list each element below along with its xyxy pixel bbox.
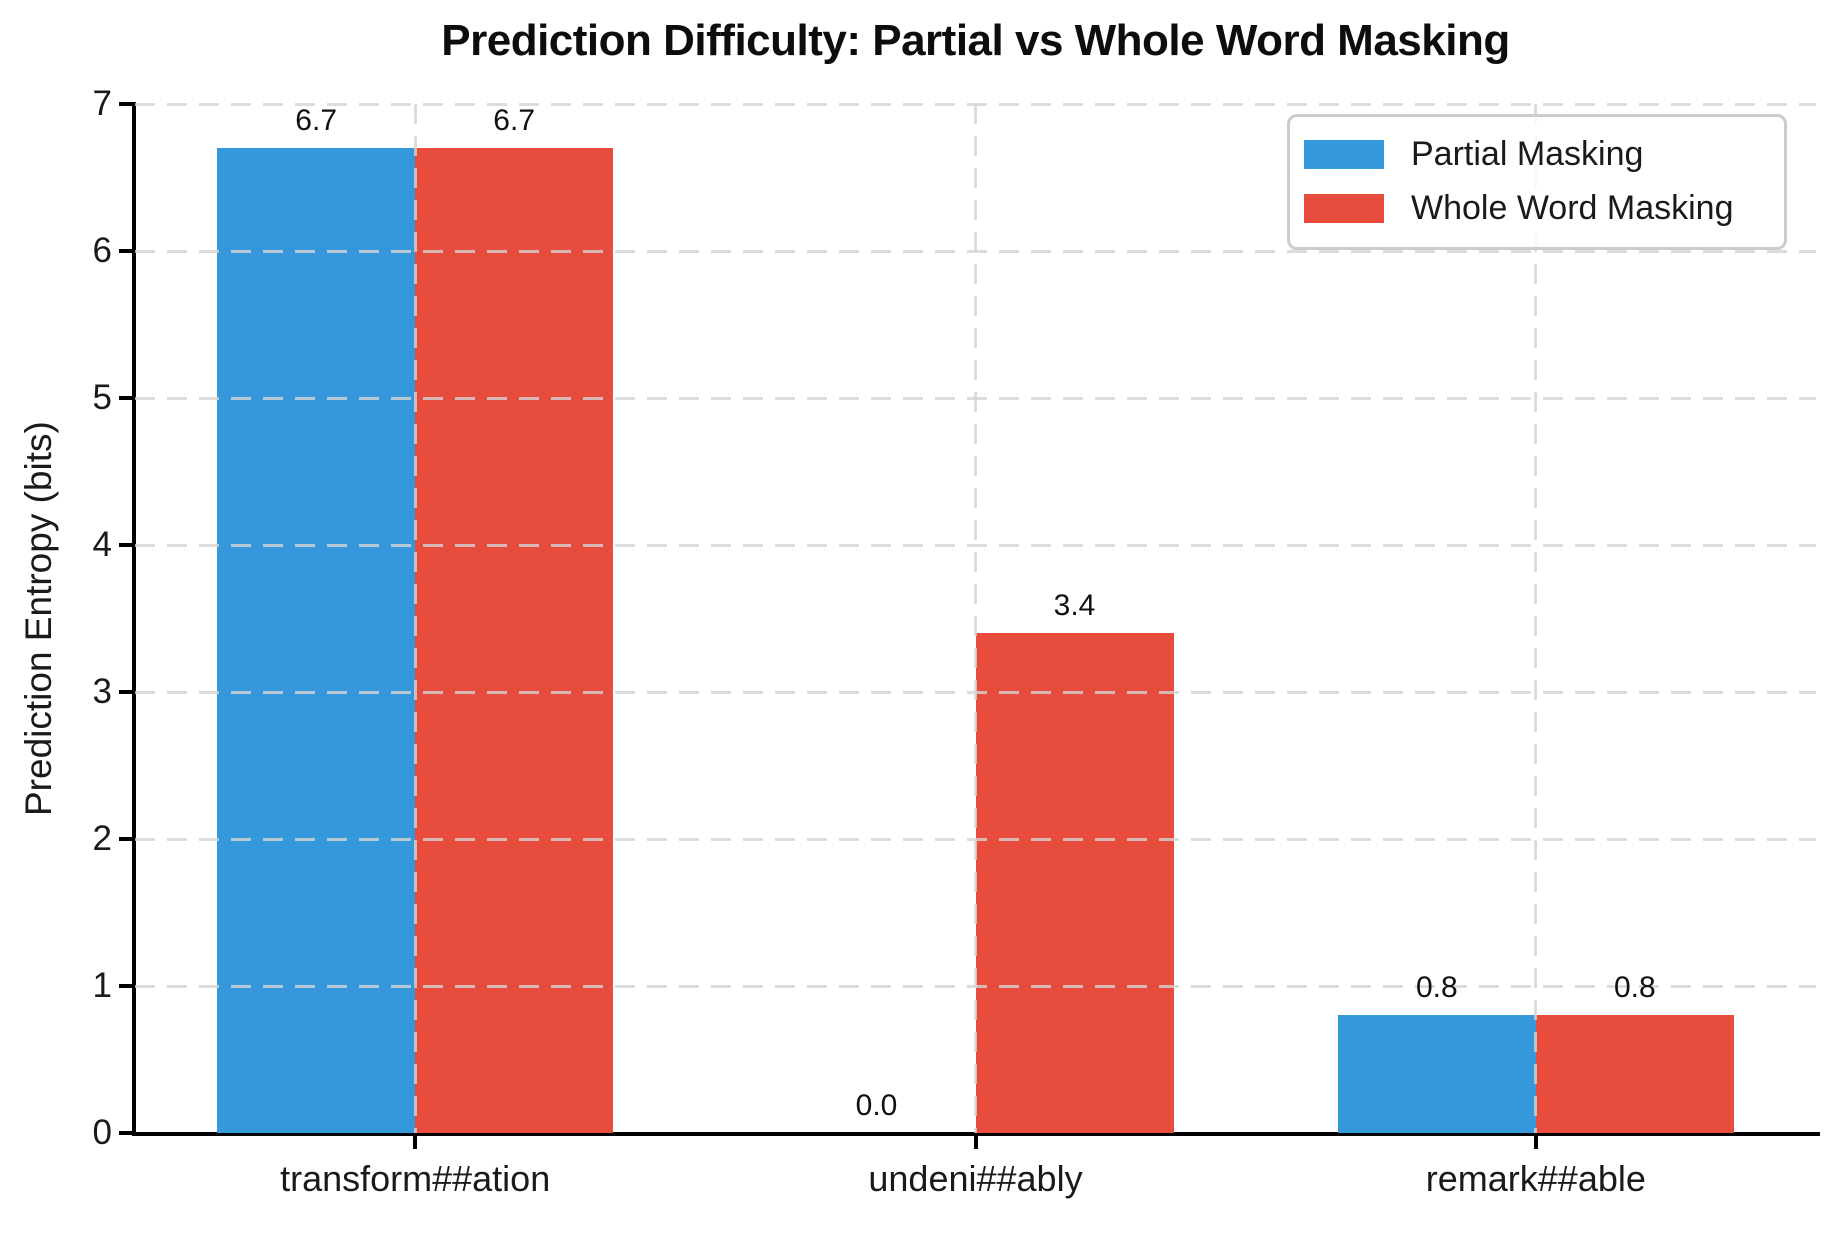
plot-area: 6.7 0.0 0.8 6.7 3.4 0.8 bbox=[135, 102, 1816, 1133]
y-tick-label-1: 1 bbox=[92, 966, 112, 1005]
legend-label-whole-word-masking: Whole Word Masking bbox=[1411, 188, 1734, 227]
value-label-partial-masking-undeni-ably: 0.0 bbox=[855, 1089, 898, 1122]
y-tick-mark-1 bbox=[119, 984, 135, 988]
value-label-partial-masking-transform-ation: 6.7 bbox=[295, 104, 338, 138]
y-tick-label-6: 6 bbox=[92, 231, 112, 270]
value-label-whole-word-masking-undeni-ably: 3.4 bbox=[1053, 589, 1096, 623]
legend-swatch-whole-word-masking-icon bbox=[1304, 193, 1384, 223]
y-tick-mark-2 bbox=[119, 837, 135, 841]
x-tick-label-remark-able: remark##able bbox=[1425, 1158, 1646, 1199]
value-label-whole-word-masking-remark-able: 0.8 bbox=[1613, 971, 1656, 1005]
value-label-partial-masking-remark-able: 0.8 bbox=[1415, 971, 1458, 1005]
bar-whole-word-masking-remark-able bbox=[1535, 1015, 1734, 1133]
chart-title: Prediction Difficulty: Partial vs Whole … bbox=[441, 16, 1510, 65]
x-tick-mark-transform-ation bbox=[413, 1136, 418, 1149]
legend-label-partial-masking: Partial Masking bbox=[1411, 134, 1644, 173]
y-tick-mark-3 bbox=[119, 690, 135, 694]
bar-whole-word-masking-undeni-ably bbox=[975, 633, 1174, 1133]
bar-partial-masking-transform-ation bbox=[217, 148, 416, 1133]
legend-item-partial-masking: Partial Masking bbox=[1304, 127, 1784, 181]
y-tick-mark-5 bbox=[119, 396, 135, 400]
y-tick-mark-6 bbox=[119, 249, 135, 253]
y-tick-label-7: 7 bbox=[92, 84, 112, 123]
y-tick-mark-4 bbox=[119, 543, 135, 547]
x-axis-spine bbox=[132, 1132, 1820, 1136]
y-tick-label-5: 5 bbox=[92, 378, 112, 417]
gridline-v-remark-able bbox=[1534, 104, 1538, 1133]
value-label-whole-word-masking-transform-ation: 6.7 bbox=[493, 104, 536, 138]
y-tick-label-3: 3 bbox=[92, 672, 112, 711]
y-axis-spine bbox=[132, 102, 136, 1136]
y-tick-mark-0 bbox=[119, 1131, 135, 1135]
x-tick-label-transform-ation: transform##ation bbox=[280, 1158, 551, 1199]
bar-partial-masking-remark-able bbox=[1337, 1015, 1536, 1133]
legend-swatch-partial-masking-icon bbox=[1304, 139, 1384, 169]
legend-item-whole-word-masking: Whole Word Masking bbox=[1304, 181, 1784, 235]
y-tick-label-2: 2 bbox=[92, 819, 112, 858]
y-tick-label-0: 0 bbox=[92, 1113, 112, 1152]
x-tick-label-undeni-ably: undeni##ably bbox=[868, 1158, 1083, 1199]
x-tick-mark-undeni-ably bbox=[973, 1136, 978, 1149]
bar-whole-word-masking-transform-ation bbox=[415, 148, 614, 1133]
y-tick-mark-7 bbox=[119, 102, 135, 106]
y-tick-label-4: 4 bbox=[92, 525, 112, 564]
legend: Partial Masking Whole Word Masking bbox=[1287, 114, 1787, 250]
x-tick-mark-remark-able bbox=[1533, 1136, 1538, 1149]
